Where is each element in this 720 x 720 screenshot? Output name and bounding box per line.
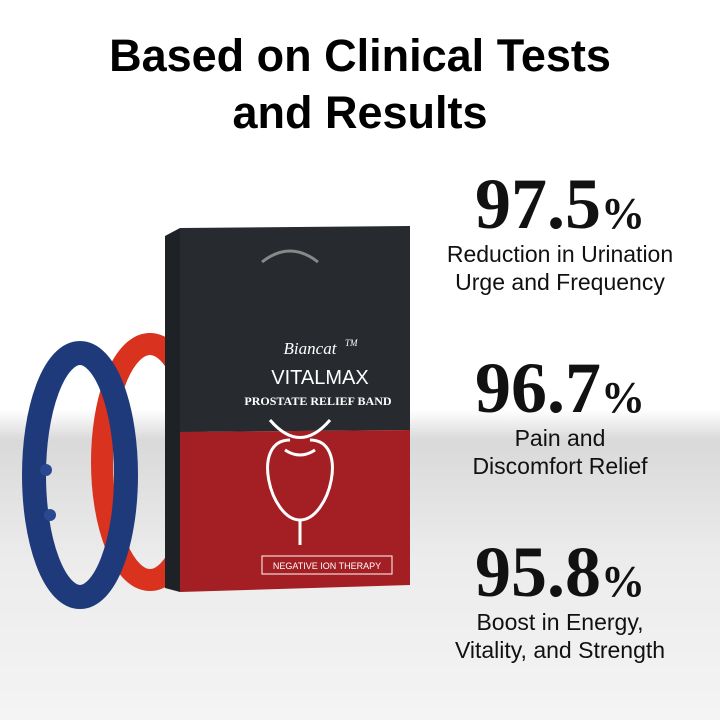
- brand: Biancat: [284, 339, 338, 358]
- blue-band: [22, 341, 138, 609]
- stat-desc: Pain and: [514, 425, 606, 451]
- bladder-icon: [266, 419, 334, 545]
- product-footer: NEGATIVE ION THERAPY: [273, 561, 381, 571]
- box-side: [165, 228, 180, 592]
- product-subtitle: PROSTATE RELIEF BAND: [244, 394, 391, 408]
- stat-desc: Discomfort Relief: [472, 453, 648, 479]
- stat-desc: Reduction in Urination: [446, 241, 674, 267]
- stat-desc: Boost in Energy,: [476, 609, 644, 635]
- stat: 96.7% Pain and Discomfort Relief: [410, 352, 710, 480]
- stat-unit: %: [601, 189, 645, 238]
- footer-frame: [261, 555, 393, 575]
- box-top: [180, 226, 410, 432]
- box-bottom: [180, 430, 410, 592]
- band-stud: [40, 464, 52, 476]
- band-stud: [44, 509, 56, 521]
- stat-desc: Urge and Frequency: [455, 269, 665, 295]
- stat: 97.5% Reduction in Urination Urge and Fr…: [410, 168, 710, 296]
- stat-desc: Vitality, and Strength: [454, 637, 666, 663]
- trademark: TM: [345, 338, 358, 348]
- stat-value: 95.8: [475, 532, 601, 612]
- stat-unit: %: [601, 557, 645, 606]
- product-name: VITALMAX: [271, 367, 368, 389]
- stat-unit: %: [601, 373, 645, 422]
- stat: 95.8% Boost in Energy, Vitality, and Str…: [410, 536, 710, 664]
- stat-value: 96.7: [475, 348, 601, 428]
- stat-value: 97.5: [475, 164, 601, 244]
- title-line: and Results: [232, 87, 488, 138]
- title-line: Based on Clinical Tests: [109, 30, 611, 81]
- hanger-hole: [261, 249, 319, 264]
